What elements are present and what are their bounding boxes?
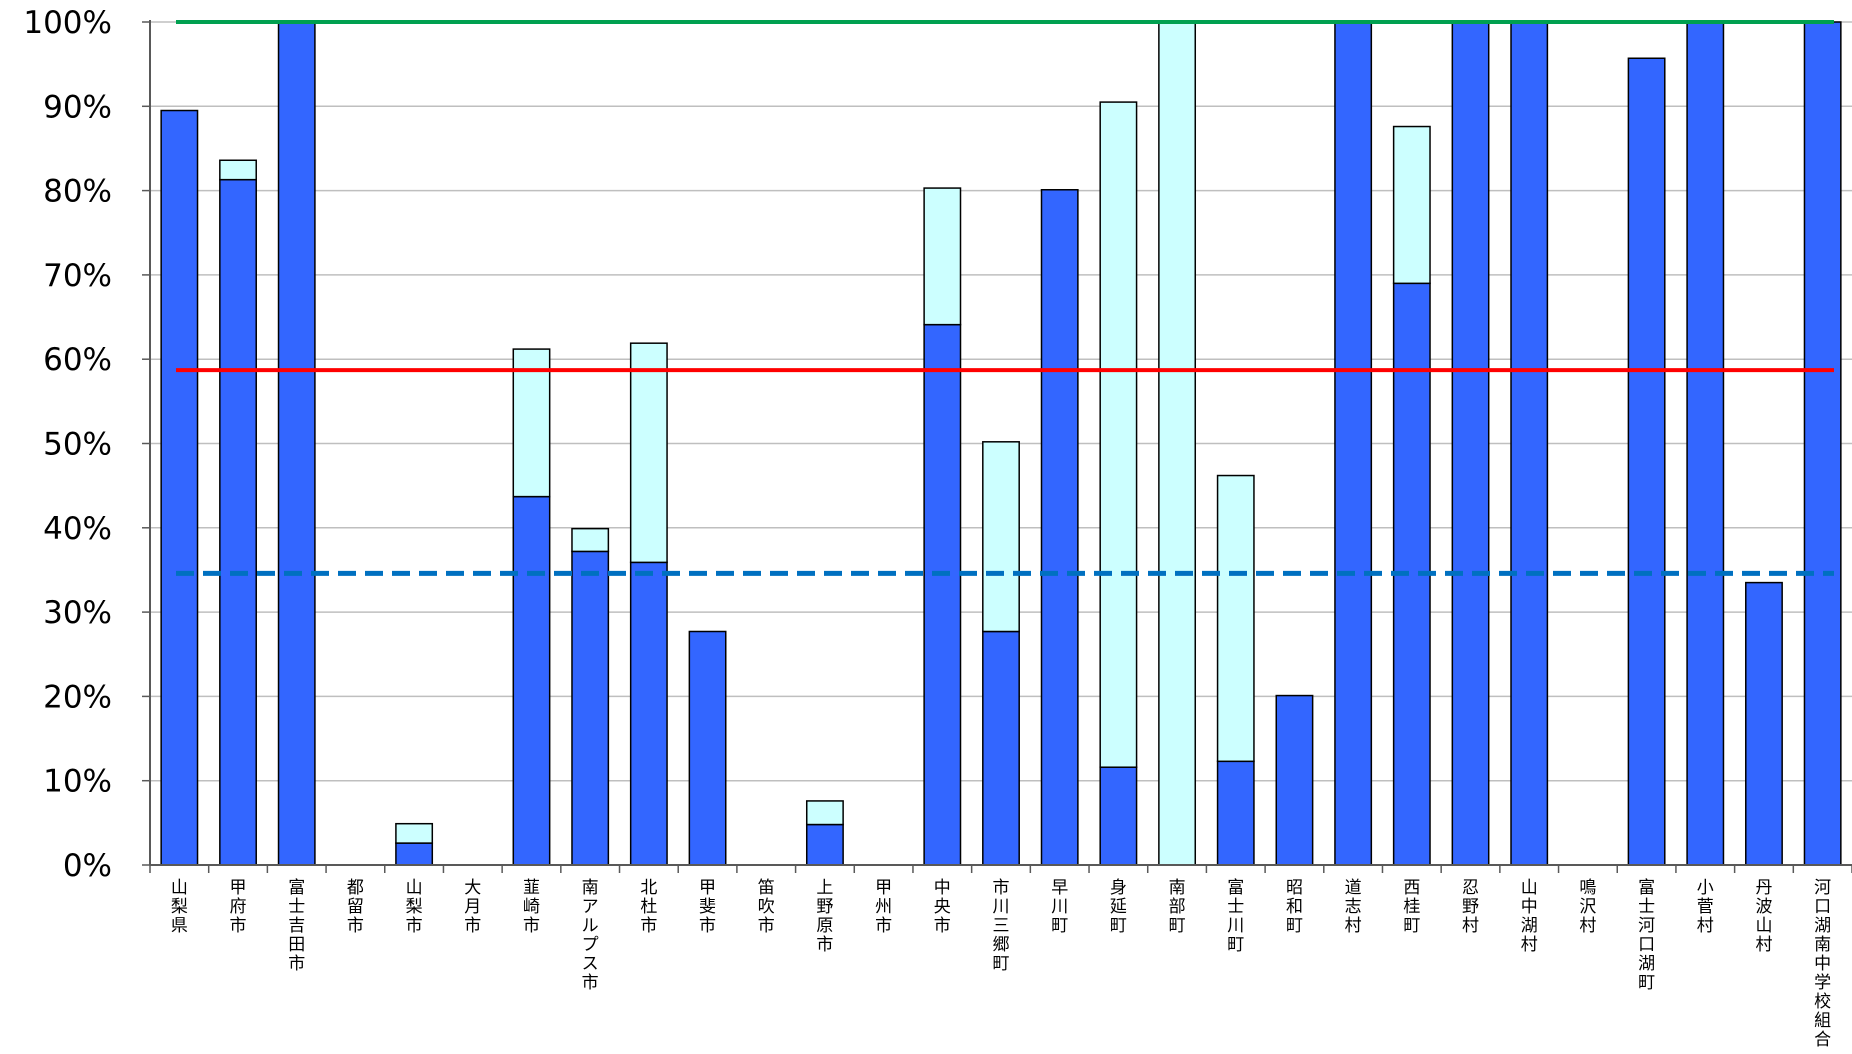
x-tick-label: 上野原市: [816, 878, 833, 955]
x-tick-label: 富士吉田市: [288, 878, 305, 974]
x-tick-label: 早川町: [1051, 878, 1068, 936]
y-tick-label: 70%: [43, 258, 112, 294]
bar-segment-1: [1510, 21, 1549, 866]
bar-segment-1: [1627, 57, 1666, 866]
bar-segment-1: [1803, 21, 1842, 866]
bar-segment-1: [629, 561, 668, 866]
x-tick-label: 都留市: [347, 878, 364, 936]
x-tick-label: 甲斐市: [699, 878, 716, 936]
x-tick-label: 南部町: [1169, 878, 1186, 936]
bar-segment-2: [629, 342, 668, 564]
bar-segment-1: [1451, 21, 1490, 866]
bar-segment-1: [688, 630, 727, 866]
x-tick-label: 笛吹市: [758, 878, 775, 936]
bar-segment-1: [1686, 21, 1725, 866]
x-tick-label: 韮崎市: [523, 878, 540, 936]
x-tick-label: 鳴沢村: [1579, 878, 1596, 936]
bar-segment-1: [160, 109, 199, 866]
y-tick-label: 40%: [43, 511, 112, 547]
bar-segment-1: [805, 823, 844, 866]
bar-segment-2: [1099, 101, 1138, 768]
bars: [160, 21, 1842, 866]
y-tick-label: 50%: [43, 427, 112, 463]
x-tick-label: 山梨県: [171, 878, 188, 936]
x-tick-label: 西桂町: [1403, 878, 1420, 936]
x-tick-label: 道志村: [1345, 878, 1362, 936]
x-tick-label: 丹波山村: [1755, 878, 1772, 955]
x-tick-label: 山中湖村: [1521, 878, 1538, 955]
bar-segment-1: [512, 495, 551, 866]
y-tick-label: 90%: [43, 89, 112, 125]
y-tick-label: 10%: [43, 764, 112, 800]
bar-segment-1: [571, 550, 610, 866]
x-tick-label: 身延町: [1110, 878, 1127, 936]
y-tick-label: 20%: [43, 679, 112, 715]
x-tick-label: 忍野村: [1462, 878, 1479, 936]
bar-segment-2: [1158, 21, 1197, 866]
x-tick-label: 富士河口湖町: [1638, 878, 1655, 993]
reference-lines: [176, 20, 1834, 576]
bar-segment-1: [1334, 21, 1373, 866]
bar-segment-2: [219, 159, 257, 181]
bar-segment-2: [805, 800, 844, 826]
bar-segment-1: [1099, 766, 1138, 866]
bar-segment-2: [1392, 125, 1431, 285]
bar-segment-2: [1216, 474, 1255, 763]
x-tick-label: 小菅村: [1697, 878, 1714, 936]
x-tick-label: 昭和町: [1286, 878, 1303, 936]
y-tick-label: 100%: [23, 5, 112, 41]
y-tick-label: 0%: [63, 848, 112, 884]
x-tick-label: 市川三郷町: [993, 878, 1010, 974]
x-tick-label: 富士川町: [1227, 878, 1244, 955]
bar-segment-2: [982, 441, 1020, 633]
bar-segment-1: [982, 630, 1020, 866]
x-tick-label: 甲府市: [230, 878, 247, 936]
bar-segment-1: [219, 178, 257, 866]
bar-segment-2: [571, 527, 610, 553]
x-tick-label: 大月市: [464, 878, 481, 936]
y-tick-label: 60%: [43, 342, 112, 378]
x-tick-label: 中央市: [934, 878, 951, 936]
bar-segment-1: [277, 21, 316, 866]
bar-segment-2: [923, 187, 962, 326]
bar-segment-1: [1216, 760, 1255, 866]
y-tick-label: 80%: [43, 174, 112, 210]
x-tick-label: 北杜市: [640, 878, 657, 936]
bar-segment-1: [1040, 189, 1079, 866]
bar-segment-1: [395, 842, 434, 866]
bar-segment-1: [1275, 694, 1314, 866]
bar-segment-2: [395, 822, 434, 844]
bar-segment-2: [512, 348, 551, 498]
x-tick-label: 山梨市: [406, 878, 423, 936]
bar-segment-1: [923, 323, 962, 866]
x-tick-label: 南アルプス市: [582, 878, 599, 993]
axes: [142, 20, 1852, 873]
x-tick-label: 河口湖南中学校組合: [1814, 878, 1831, 1050]
y-tick-label: 30%: [43, 595, 112, 631]
bar-segment-1: [1745, 581, 1783, 866]
tick-labels: 0% 10% 20% 30% 40% 50% 60% 70% 80% 90% 100% 山梨県 甲府市 富…: [23, 5, 1831, 1050]
x-tick-label: 甲州市: [875, 878, 892, 936]
